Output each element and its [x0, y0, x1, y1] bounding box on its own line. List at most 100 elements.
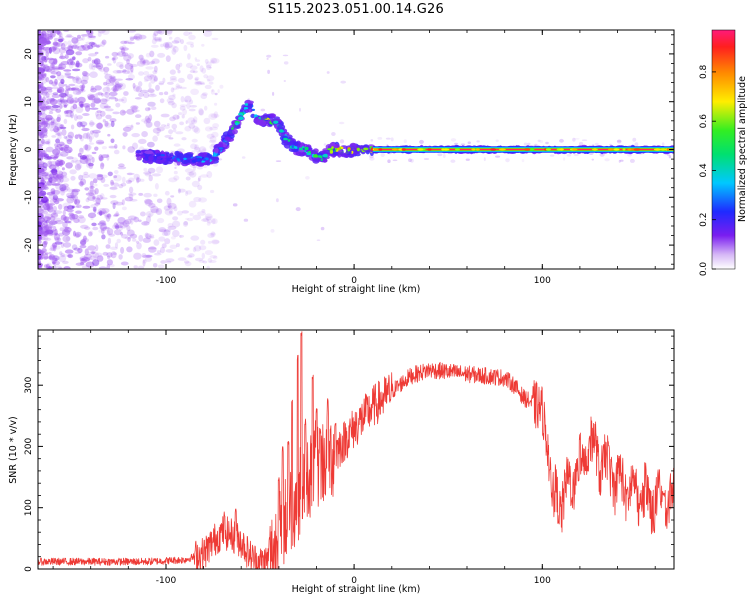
- noise-blob: [129, 63, 138, 68]
- noise-blob: [38, 239, 42, 245]
- noise-blob: [48, 111, 54, 114]
- snr-frame: [37, 329, 675, 570]
- noise-blob: [169, 78, 178, 82]
- noise-blob: [79, 134, 83, 140]
- noise-blob: [164, 41, 173, 49]
- noise-blob: [39, 226, 47, 230]
- noise-blob: [194, 245, 202, 252]
- ridge-point: [244, 103, 249, 106]
- noise-blob: [123, 91, 129, 96]
- noise-blob: [95, 92, 104, 96]
- noise-blob: [101, 228, 105, 235]
- ridge-halo: [224, 136, 232, 142]
- noise-blob: [169, 116, 176, 122]
- noise-blob: [632, 137, 637, 142]
- noise-blob: [41, 248, 47, 253]
- noise-blob: [169, 244, 178, 249]
- noise-blob: [60, 253, 65, 258]
- noise-blob: [38, 35, 41, 41]
- noise-blob: [156, 126, 165, 132]
- noise-blob: [144, 79, 149, 83]
- noise-blob: [206, 64, 212, 70]
- noise-blob: [53, 58, 58, 65]
- noise-blob: [51, 156, 59, 160]
- noise-blob: [305, 176, 310, 180]
- noise-blob: [193, 116, 198, 123]
- noise-blob: [666, 154, 670, 156]
- noise-blob: [112, 202, 116, 210]
- noise-blob: [66, 97, 75, 104]
- noise-blob: [75, 106, 84, 114]
- noise-blob: [150, 77, 156, 84]
- noise-blob: [126, 108, 135, 115]
- noise-blob: [205, 215, 213, 219]
- noise-blob: [69, 213, 76, 221]
- noise-blob: [127, 41, 135, 45]
- noise-blob: [121, 199, 125, 206]
- ridge-point: [231, 127, 234, 131]
- ridge-halo: [155, 149, 161, 154]
- noise-blob: [132, 109, 140, 113]
- noise-blob: [166, 98, 174, 104]
- noise-blob: [138, 138, 147, 144]
- noise-blob: [202, 260, 208, 264]
- noise-blob: [119, 46, 125, 50]
- noise-blob: [103, 183, 110, 187]
- noise-blob: [71, 37, 79, 44]
- carrier-spot: [499, 148, 506, 151]
- x-tick-label: 100: [534, 576, 551, 586]
- noise-blob: [38, 132, 43, 136]
- noise-blob: [168, 94, 176, 101]
- noise-blob: [158, 30, 165, 35]
- noise-blob: [95, 197, 101, 205]
- noise-blob: [158, 36, 163, 43]
- noise-blob: [579, 141, 584, 146]
- noise-blob: [178, 62, 183, 67]
- noise-blob: [143, 171, 152, 175]
- noise-blob: [495, 139, 499, 142]
- noise-blob: [48, 219, 53, 226]
- noise-blob: [323, 143, 327, 146]
- noise-blob: [59, 227, 64, 232]
- noise-blob: [66, 114, 73, 118]
- noise-blob: [45, 95, 52, 102]
- noise-blob: [46, 121, 55, 126]
- noise-blob: [60, 95, 65, 102]
- noise-blob: [206, 79, 211, 82]
- noise-blob: [437, 153, 443, 157]
- noise-blob: [88, 231, 93, 237]
- noise-blob: [145, 66, 154, 70]
- noise-blob: [100, 174, 108, 179]
- noise-blob: [369, 157, 375, 161]
- noise-blob: [143, 192, 152, 198]
- noise-blob: [454, 142, 459, 145]
- noise-blob: [153, 77, 158, 82]
- noise-blob: [266, 57, 269, 60]
- noise-blob: [52, 209, 57, 216]
- ridge-point: [329, 149, 334, 154]
- carrier-spot: [529, 148, 535, 151]
- carrier-spot: [401, 148, 406, 151]
- noise-blob: [42, 65, 50, 72]
- noise-blob: [109, 75, 116, 79]
- noise-blob: [116, 222, 125, 226]
- carrier-spot: [593, 148, 597, 151]
- noise-blob: [52, 189, 61, 195]
- noise-blob: [90, 102, 96, 108]
- noise-blob: [43, 256, 49, 259]
- noise-blob: [146, 236, 155, 239]
- noise-blob: [113, 175, 118, 179]
- snr-x-axis-label: Height of straight line (km): [292, 584, 421, 595]
- noise-blob: [38, 169, 42, 174]
- noise-blob: [68, 150, 72, 153]
- noise-blob: [41, 76, 47, 84]
- noise-blob: [77, 34, 81, 39]
- noise-blob: [39, 72, 47, 77]
- noise-blob: [59, 126, 67, 130]
- noise-blob: [211, 131, 219, 138]
- noise-blob: [120, 232, 124, 236]
- noise-blob: [48, 220, 58, 225]
- ridge-halo: [247, 103, 253, 110]
- noise-blob: [71, 189, 79, 197]
- noise-blob: [49, 173, 55, 179]
